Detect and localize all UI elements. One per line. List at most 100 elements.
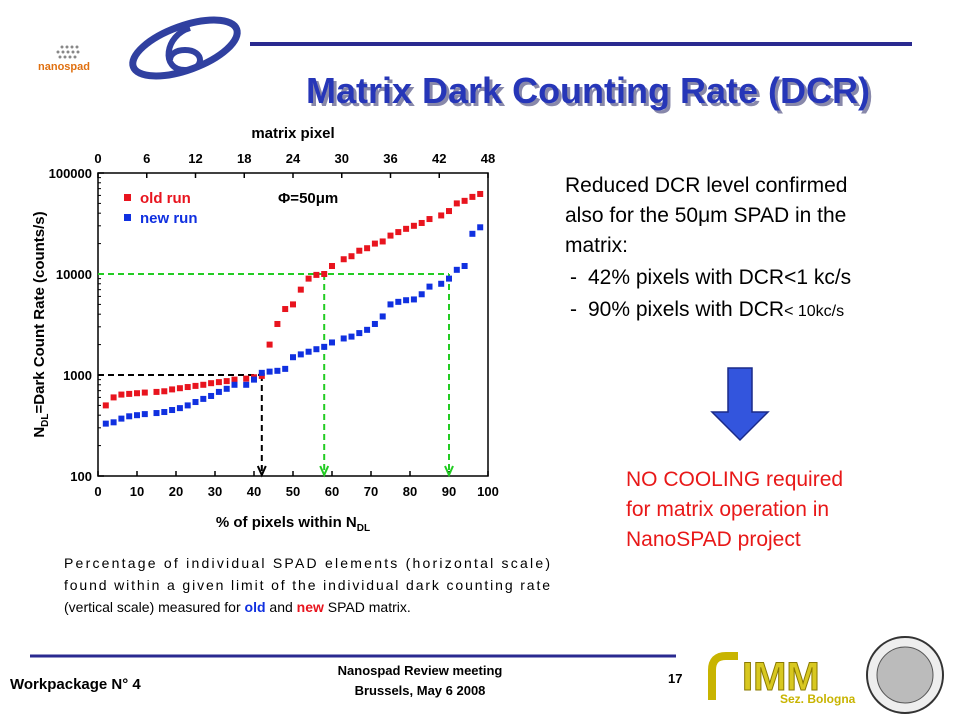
point <box>364 245 371 252</box>
x-tick-label: 80 <box>403 484 417 499</box>
x-axis-title-sub: DL <box>357 523 370 534</box>
bullet-small: < 10kc/s <box>784 303 844 320</box>
point <box>184 402 191 409</box>
point <box>200 395 207 402</box>
bullet: 90% pixels with DCR< 10kc/s <box>588 298 844 321</box>
annotation: Φ=50μm <box>278 190 338 207</box>
x-tick-label: 100 <box>477 484 499 499</box>
fp6-logo <box>129 16 241 80</box>
point <box>126 413 133 420</box>
point <box>426 216 433 223</box>
y-tick-label: 1000 <box>63 368 92 383</box>
guide-arrowhead <box>256 465 267 478</box>
caption-line: Percentage of individual SPAD elements (… <box>64 555 550 571</box>
point <box>192 382 199 389</box>
page-number: 17 <box>668 671 682 686</box>
caption-text: and <box>266 599 297 615</box>
point <box>321 271 328 277</box>
point <box>153 388 160 395</box>
bullet-dash: - <box>570 298 577 321</box>
text-line: for matrix operation in <box>626 498 829 521</box>
text-line: matrix: <box>565 234 628 257</box>
point <box>118 391 125 398</box>
point <box>141 389 148 396</box>
point <box>305 348 312 355</box>
point <box>110 394 117 401</box>
y-axis-title-sub: DL <box>40 413 51 426</box>
x2-tick-label: 6 <box>143 151 150 166</box>
point <box>231 381 238 388</box>
footer-left: Workpackage N° 4 <box>10 676 141 693</box>
point <box>282 365 289 372</box>
point <box>118 415 125 422</box>
point <box>297 286 304 293</box>
point <box>403 225 410 232</box>
point <box>290 301 296 308</box>
caption-new: new <box>297 599 324 615</box>
point <box>282 306 289 313</box>
footer-center: Brussels, May 6 2008 <box>355 683 486 698</box>
point <box>243 375 250 382</box>
point <box>446 275 452 282</box>
point <box>215 379 222 386</box>
point <box>251 376 257 383</box>
x-tick-label: 30 <box>208 484 222 499</box>
point <box>153 410 160 417</box>
text-line: NanoSPAD project <box>626 528 801 551</box>
point <box>387 232 394 239</box>
guide-arrowhead <box>444 465 454 478</box>
point <box>410 222 417 229</box>
x-tick-label: 50 <box>286 484 300 499</box>
y-tick-label: 10000 <box>56 267 92 282</box>
point <box>356 247 363 254</box>
x2-tick-label: 0 <box>94 151 101 166</box>
point <box>356 330 363 337</box>
imm-text: IMM <box>742 655 820 699</box>
point <box>321 343 328 350</box>
x2-tick-label: 12 <box>188 151 202 166</box>
point <box>258 372 265 379</box>
x-tick-label: 90 <box>442 484 456 499</box>
x2-tick-label: 48 <box>481 151 495 166</box>
point <box>477 224 484 231</box>
text-line: also for the 50μm SPAD in the <box>565 204 846 227</box>
y-axis-title-main: N <box>31 427 48 438</box>
legend-label: new run <box>140 210 198 227</box>
point <box>364 326 371 333</box>
chart: 0 10 20 30 40 50 60 70 80 90 1000 6 12 18 24 30 36 42 4810… <box>31 125 499 534</box>
caption-line: found within a given limit of the indivi… <box>64 577 550 593</box>
conclusion: NO COOLING required for matrix operation… <box>626 468 843 551</box>
right-text: Reduced DCR level confirmed also for the… <box>565 174 851 321</box>
point <box>215 388 222 395</box>
point <box>274 320 281 327</box>
point <box>453 266 460 273</box>
y-axis-title: NDL=Dark Count Rate (counts/s) <box>31 211 51 437</box>
point <box>477 190 484 197</box>
x-axis-title-main: % of pixels within N <box>216 514 357 531</box>
x2-tick-label: 30 <box>335 151 349 166</box>
point <box>329 263 335 270</box>
legend-swatch <box>124 214 131 221</box>
x-tick-label: 60 <box>325 484 339 499</box>
x-tick-label: 70 <box>364 484 378 499</box>
legend-label: old run <box>140 190 191 207</box>
imm-logo: IMM Sez. Bologna <box>708 652 856 706</box>
point <box>418 219 425 226</box>
point <box>208 392 215 399</box>
point <box>161 409 168 416</box>
logo-text: nanospad <box>38 61 90 73</box>
bullet-dash: - <box>570 266 577 289</box>
point <box>387 301 394 308</box>
x-tick-label: 10 <box>130 484 144 499</box>
point <box>192 399 199 406</box>
point <box>461 197 468 204</box>
legend-swatch <box>124 194 131 201</box>
y-tick-label: 100000 <box>49 166 92 181</box>
x-tick-label: 0 <box>94 484 101 499</box>
title-shadow: Matrix Dark Counting Rate (DCR) <box>309 73 873 114</box>
point <box>102 402 109 409</box>
bullet: 42% pixels with DCR<1 kc/s <box>588 266 851 289</box>
politecnico-seal <box>866 636 944 714</box>
y-axis-title-rest: =Dark Count Rate (counts/s) <box>31 211 48 413</box>
